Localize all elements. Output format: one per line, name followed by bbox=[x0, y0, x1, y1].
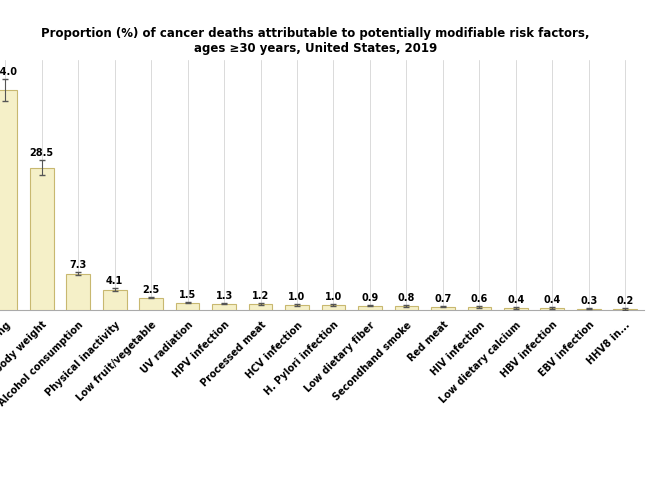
Bar bbox=[103, 290, 127, 310]
Bar bbox=[504, 308, 528, 310]
Bar bbox=[431, 306, 455, 310]
Bar bbox=[139, 298, 163, 310]
Bar bbox=[0, 90, 17, 310]
Title: Proportion (%) of cancer deaths attributable to potentially modifiable risk fact: Proportion (%) of cancer deaths attribut… bbox=[41, 26, 590, 54]
Text: 0.3: 0.3 bbox=[580, 296, 597, 306]
Text: 7.3: 7.3 bbox=[70, 260, 87, 270]
Text: 1.0: 1.0 bbox=[325, 292, 342, 302]
Bar bbox=[467, 307, 491, 310]
Text: 0.8: 0.8 bbox=[398, 293, 415, 303]
Bar bbox=[285, 305, 309, 310]
Bar bbox=[212, 304, 236, 310]
Bar bbox=[540, 308, 564, 310]
Bar bbox=[176, 302, 200, 310]
Bar bbox=[66, 274, 90, 310]
Text: 1.0: 1.0 bbox=[289, 292, 306, 302]
Bar bbox=[30, 168, 53, 310]
Text: 0.2: 0.2 bbox=[617, 296, 634, 306]
Text: 4.1: 4.1 bbox=[106, 276, 124, 286]
Text: 44.0: 44.0 bbox=[0, 67, 18, 77]
Bar bbox=[322, 305, 345, 310]
Bar bbox=[249, 304, 272, 310]
Text: 1.3: 1.3 bbox=[215, 291, 233, 300]
Text: 2.5: 2.5 bbox=[142, 285, 160, 294]
Text: 1.2: 1.2 bbox=[252, 291, 269, 301]
Text: 0.7: 0.7 bbox=[434, 294, 452, 304]
Text: 0.4: 0.4 bbox=[543, 295, 561, 305]
Bar bbox=[577, 308, 601, 310]
Text: 0.9: 0.9 bbox=[361, 292, 378, 302]
Text: 28.5: 28.5 bbox=[30, 148, 54, 158]
Text: 0.6: 0.6 bbox=[471, 294, 488, 304]
Bar bbox=[395, 306, 419, 310]
Text: 1.5: 1.5 bbox=[179, 290, 196, 300]
Text: 0.4: 0.4 bbox=[507, 295, 525, 305]
Bar bbox=[358, 306, 382, 310]
Bar bbox=[614, 309, 637, 310]
